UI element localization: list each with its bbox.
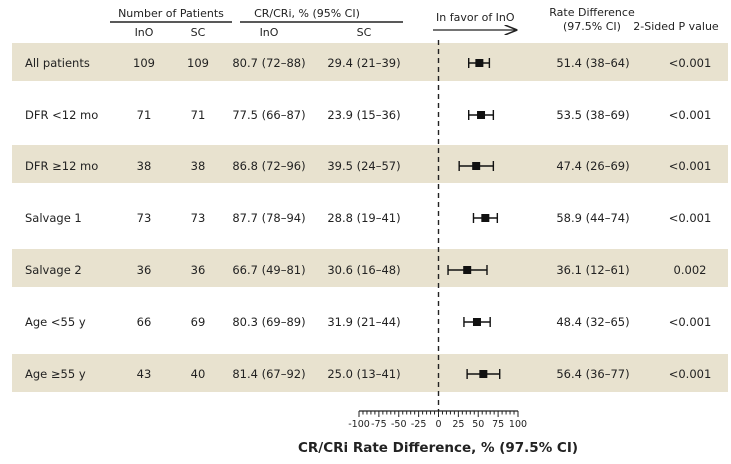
cell-rate-difference: 47.4 (26–69) <box>556 159 629 173</box>
cell-cr-sc: 39.5 (24–57) <box>327 159 400 173</box>
cell-n-sc: 40 <box>191 367 206 381</box>
x-tick-label: 100 <box>509 419 527 430</box>
estimate-marker <box>481 214 490 222</box>
cell-n-ino: 109 <box>133 56 155 70</box>
header-in-favor: In favor of InO <box>436 11 515 24</box>
x-tick-label: 0 <box>435 419 441 430</box>
header-rate-diff-line1: Rate Difference <box>549 6 635 19</box>
x-tick-label: -25 <box>411 419 427 430</box>
row-band <box>12 145 728 183</box>
row-band <box>12 354 728 392</box>
x-tick-label: 75 <box>492 419 504 430</box>
cell-cr-ino: 77.5 (66–87) <box>232 108 305 122</box>
row-label: DFR ≥12 mo <box>25 159 98 173</box>
row-label: Salvage 1 <box>25 211 82 225</box>
cell-rate-difference: 53.5 (38–69) <box>556 108 629 122</box>
cell-cr-ino: 80.7 (72–88) <box>232 56 305 70</box>
row-label: Salvage 2 <box>25 263 82 277</box>
table-row: DFR ≥12 mo 38 38 86.8 (72–96) 39.5 (24–57) 47… <box>25 159 711 173</box>
header-p-value: 2-Sided P value <box>633 20 719 33</box>
row-label: Age ≥55 y <box>25 367 86 381</box>
cell-cr-sc: 25.0 (13–41) <box>327 367 400 381</box>
cell-cr-sc: 28.8 (19–41) <box>327 211 400 225</box>
estimate-marker <box>472 162 481 170</box>
estimate-marker <box>477 111 486 119</box>
x-tick-label: -100 <box>348 419 370 430</box>
header-cr-cri: CR/CRi, % (95% CI) <box>254 7 360 20</box>
cell-cr-ino: 86.8 (72–96) <box>232 159 305 173</box>
x-tick-label: -50 <box>391 419 407 430</box>
cell-n-ino: 36 <box>137 263 152 277</box>
table-row: Age <55 y 66 69 80.3 (69–89) 31.9 (21–44) 48.… <box>25 315 711 329</box>
cell-p-value: <0.001 <box>669 367 712 381</box>
cell-n-sc: 71 <box>191 108 206 122</box>
estimate-marker <box>463 266 472 274</box>
cell-cr-sc: 30.6 (16–48) <box>327 263 400 277</box>
cell-p-value: <0.001 <box>669 56 712 70</box>
cell-n-sc: 36 <box>191 263 206 277</box>
cell-n-sc: 38 <box>191 159 206 173</box>
cell-p-value: 0.002 <box>674 263 707 277</box>
cell-n-ino: 73 <box>137 211 152 225</box>
x-tick-label: 25 <box>452 419 464 430</box>
x-axis: -100 -75 -50 -25 0 25 50 75 100 <box>348 410 527 430</box>
table-row: DFR <12 mo 71 71 77.5 (66–87) 23.9 (15–36) 53… <box>25 108 711 122</box>
cell-cr-ino: 81.4 (67–92) <box>232 367 305 381</box>
row-band <box>12 249 728 287</box>
rows-layer: All patients 109 109 80.7 (72–88) 29.4 (21–3… <box>25 56 711 381</box>
cell-p-value: <0.001 <box>669 315 712 329</box>
cell-p-value: <0.001 <box>669 159 712 173</box>
header-cr-sc: SC <box>357 26 372 39</box>
cell-cr-ino: 80.3 (69–89) <box>232 315 305 329</box>
cell-n-sc: 69 <box>191 315 206 329</box>
cell-cr-ino: 87.7 (78–94) <box>232 211 305 225</box>
cell-rate-difference: 36.1 (12–61) <box>556 263 629 277</box>
table-row: Salvage 1 73 73 87.7 (78–94) 28.8 (19–41) 58.… <box>25 211 711 225</box>
header-rate-diff-line2: (97.5% CI) <box>563 20 621 33</box>
cell-cr-sc: 29.4 (21–39) <box>327 56 400 70</box>
cell-rate-difference: 58.9 (44–74) <box>556 211 629 225</box>
estimate-marker <box>472 318 481 326</box>
cell-cr-sc: 23.9 (15–36) <box>327 108 400 122</box>
cell-p-value: <0.001 <box>669 108 712 122</box>
cell-cr-ino: 66.7 (49–81) <box>232 263 305 277</box>
cell-cr-sc: 31.9 (21–44) <box>327 315 400 329</box>
row-label: All patients <box>25 56 90 70</box>
estimate-marker <box>479 370 488 378</box>
cell-n-sc: 73 <box>191 211 206 225</box>
header-n-sc: SC <box>191 26 206 39</box>
cell-n-ino: 66 <box>137 315 152 329</box>
cell-n-ino: 71 <box>137 108 152 122</box>
cell-rate-difference: 48.4 (32–65) <box>556 315 629 329</box>
cell-n-ino: 43 <box>137 367 152 381</box>
header-n-ino: InO <box>135 26 154 39</box>
cell-n-sc: 109 <box>187 56 209 70</box>
table-row: All patients 109 109 80.7 (72–88) 29.4 (21–3… <box>25 56 711 70</box>
row-label: DFR <12 mo <box>25 108 98 122</box>
x-axis-title: CR/CRi Rate Difference, % (97.5% CI) <box>298 440 578 456</box>
table-row: Age ≥55 y 43 40 81.4 (67–92) 25.0 (13–41) 56.… <box>25 367 711 381</box>
cell-rate-difference: 51.4 (38–64) <box>556 56 629 70</box>
cell-rate-difference: 56.4 (36–77) <box>556 367 629 381</box>
header-number-of-patients: Number of Patients <box>118 7 224 20</box>
header-cr-ino: InO <box>260 26 279 39</box>
estimate-marker <box>475 59 484 67</box>
x-tick-label: -75 <box>371 419 387 430</box>
row-band <box>12 43 728 81</box>
cell-p-value: <0.001 <box>669 211 712 225</box>
x-tick-label: 50 <box>472 419 484 430</box>
row-label: Age <55 y <box>25 315 86 329</box>
marks-layer <box>447 58 501 379</box>
cell-n-ino: 38 <box>137 159 152 173</box>
table-row: Salvage 2 36 36 66.7 (49–81) 30.6 (16–48) 36.… <box>25 263 706 277</box>
